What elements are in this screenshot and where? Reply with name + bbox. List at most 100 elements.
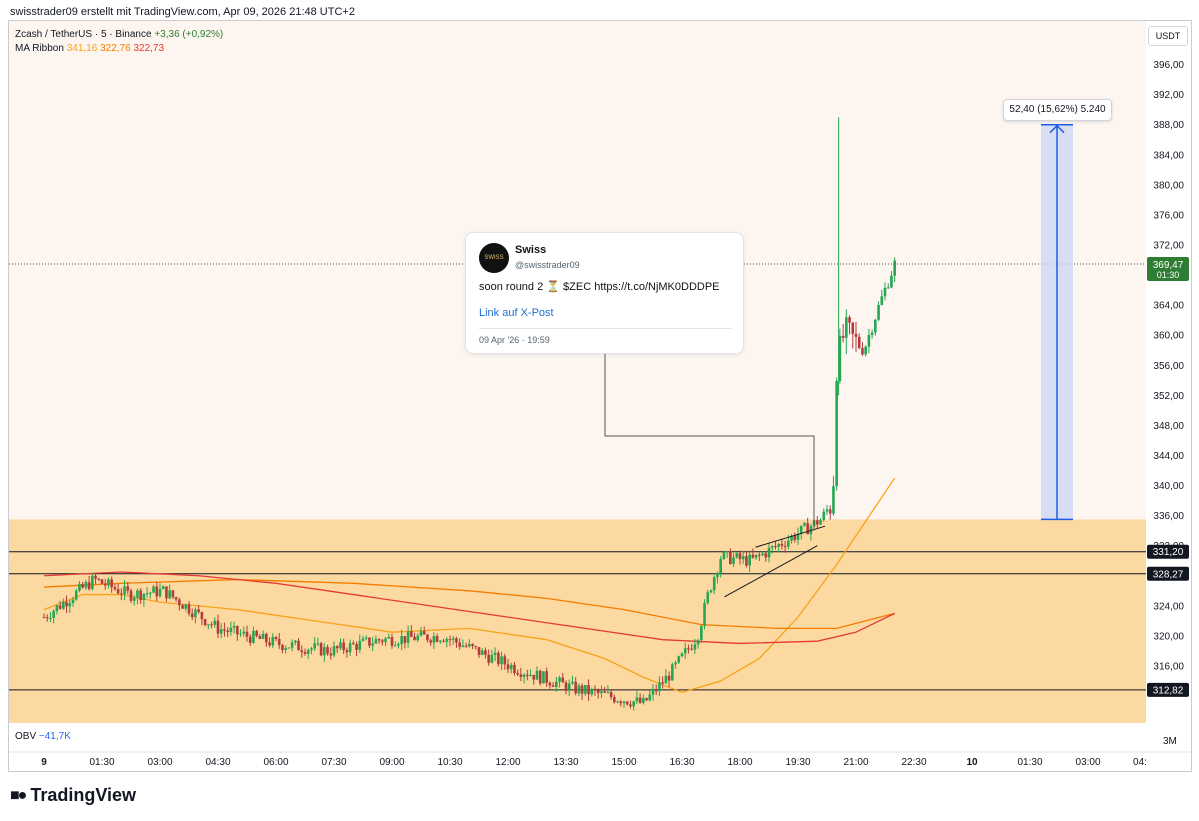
- candle-body: [455, 638, 458, 643]
- candle-body: [294, 640, 297, 643]
- candle-body: [596, 690, 600, 694]
- candle-body: [239, 633, 242, 635]
- candle-body: [329, 653, 333, 656]
- candle-body: [629, 704, 632, 707]
- y-tick-label: 388,00: [1153, 120, 1184, 131]
- candle-body: [683, 648, 687, 654]
- candle-body: [187, 604, 191, 614]
- currency-button[interactable]: USDT: [1148, 26, 1188, 46]
- candle-body: [142, 593, 146, 600]
- obv-legend[interactable]: OBV −41,7K: [15, 731, 71, 742]
- chart-header: swisstrader09 erstellt mit TradingView.c…: [10, 6, 355, 18]
- candle-body: [770, 546, 774, 548]
- candle-body: [806, 523, 809, 535]
- candle-body: [551, 685, 555, 687]
- y-tick-label: 344,00: [1153, 451, 1184, 462]
- candle-body: [97, 578, 101, 580]
- candle-body: [400, 636, 403, 645]
- candle-body: [590, 688, 594, 695]
- candle-body: [71, 599, 75, 603]
- triangle-upper-line: [755, 525, 826, 548]
- candle-body: [722, 552, 726, 559]
- y-tick-label: 396,00: [1153, 60, 1184, 71]
- candle-body: [564, 682, 568, 691]
- x-post-link[interactable]: Link auf X-Post: [479, 307, 554, 319]
- ma-line: [43, 477, 896, 693]
- candle-body: [435, 635, 439, 642]
- candle-body: [609, 692, 613, 698]
- candle-body: [229, 627, 233, 633]
- candle-body: [219, 629, 223, 634]
- support-zone: [9, 519, 1146, 723]
- candle-body: [474, 646, 478, 648]
- x-tick-label: 9: [41, 757, 47, 768]
- ma-line: [43, 578, 895, 630]
- candle-body: [893, 260, 896, 276]
- candle-body: [274, 637, 278, 639]
- x-tick-label: 15:00: [611, 757, 636, 768]
- candle-body: [761, 553, 764, 556]
- candle-body: [471, 643, 474, 647]
- candle-body: [732, 557, 735, 565]
- candle-body: [190, 613, 194, 618]
- candle-body: [306, 650, 310, 654]
- candle-body: [571, 681, 574, 684]
- candle-body: [767, 547, 771, 558]
- candle-body: [828, 509, 832, 514]
- candle-body: [477, 647, 481, 655]
- candle-body: [458, 642, 461, 647]
- obv-value: −41,7K: [38, 731, 71, 742]
- price-level-label: 328,27: [1153, 569, 1184, 580]
- x-tick-label: 10:30: [437, 757, 462, 768]
- candle-body: [442, 640, 445, 642]
- y-tick-label: 340,00: [1153, 481, 1184, 492]
- candle-body: [432, 635, 436, 643]
- ma-ribbon-legend[interactable]: MA Ribbon 341,16 322,76 322,73: [15, 43, 164, 54]
- candle-body: [393, 645, 397, 647]
- candle-body: [165, 586, 168, 599]
- candle-body: [55, 605, 59, 612]
- candle-body: [851, 322, 855, 334]
- candle-body: [716, 573, 719, 578]
- candle-body: [832, 486, 835, 514]
- candle-body: [316, 643, 320, 645]
- candle-body: [748, 554, 751, 566]
- candle-body: [303, 652, 307, 654]
- candle-body: [265, 633, 268, 643]
- candle-body: [693, 644, 697, 650]
- candle-body: [439, 640, 442, 642]
- candle-body: [712, 577, 716, 591]
- candle-body: [661, 682, 664, 684]
- candle-body: [548, 682, 552, 686]
- candle-body: [342, 642, 345, 651]
- candle-body: [787, 540, 790, 547]
- candle-body: [680, 653, 684, 657]
- candle-body: [774, 546, 777, 548]
- candle-body: [62, 601, 65, 609]
- candle-body: [877, 304, 880, 320]
- candle-body: [783, 545, 787, 547]
- candle-body: [519, 674, 523, 677]
- x-tick-label: 10: [966, 757, 978, 768]
- candle-body: [509, 664, 513, 670]
- candle-body: [497, 652, 500, 665]
- candle-body: [216, 620, 220, 634]
- chart-frame: [8, 20, 1192, 772]
- candle-body: [381, 640, 384, 643]
- tweet-card[interactable]: SWISS Swiss @swisstrader09 soon round 2 …: [465, 232, 744, 354]
- candle-body: [65, 601, 68, 607]
- candle-body: [603, 691, 606, 693]
- candle-body: [371, 643, 374, 646]
- symbol-legend[interactable]: Zcash / TetherUS · 5 · Binance +3,36 (+0…: [15, 29, 223, 40]
- candle-body: [487, 654, 490, 663]
- candle-body: [526, 674, 529, 676]
- candle-body: [654, 688, 658, 692]
- tweet-date: 09 Apr '26 · 19:59: [479, 335, 550, 345]
- candle-body: [87, 582, 91, 590]
- ma-value-3: 322,73: [133, 43, 165, 54]
- tradingview-logo[interactable]: ■● TradingView: [10, 785, 136, 806]
- candle-body: [207, 624, 210, 626]
- candle-body: [84, 582, 88, 588]
- candle-body: [745, 556, 748, 566]
